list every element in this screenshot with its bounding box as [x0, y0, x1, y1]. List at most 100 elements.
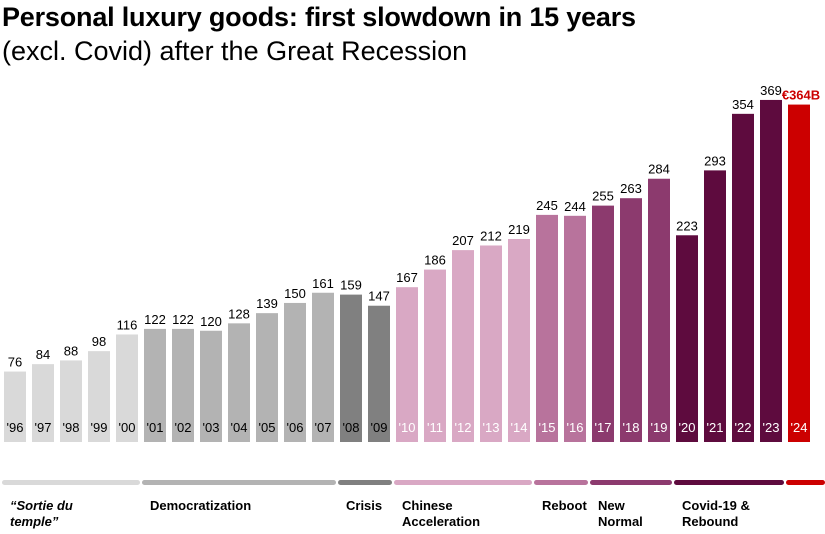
year-label: '14: [511, 420, 528, 435]
value-label: 150: [284, 286, 306, 301]
year-label: '23: [763, 420, 780, 435]
value-label: 369: [760, 83, 782, 98]
value-label: 116: [117, 317, 138, 332]
value-label: 159: [340, 278, 362, 293]
bar-97: [32, 364, 54, 442]
bar-07: [312, 292, 334, 442]
value-label: €364B: [782, 88, 820, 103]
bar-00: [116, 334, 138, 442]
year-label: '07: [315, 420, 332, 435]
phase-label: New: [598, 498, 626, 513]
chart-title: Personal luxury goods: first slowdown in…: [2, 2, 636, 32]
bar-14: [508, 238, 530, 442]
value-label: 207: [452, 233, 474, 248]
bar-99: [88, 351, 110, 442]
bar-04: [228, 323, 250, 442]
year-label: '02: [175, 420, 192, 435]
year-label: '03: [203, 420, 220, 435]
bar-13: [480, 245, 502, 442]
year-label: '04: [231, 420, 248, 435]
value-label: 244: [564, 199, 586, 214]
phase-label: Democratization: [150, 498, 251, 513]
year-label: '21: [707, 420, 724, 435]
phase-label: Acceleration: [402, 514, 480, 529]
value-label: 293: [704, 153, 726, 168]
year-label: '19: [651, 420, 668, 435]
bar-02: [172, 328, 194, 442]
year-label: '01: [147, 420, 164, 435]
value-label: 167: [396, 270, 418, 285]
year-label: '98: [63, 420, 80, 435]
value-label: 284: [648, 162, 670, 177]
phase-bar: [2, 480, 140, 485]
year-label: '16: [567, 420, 584, 435]
value-label: 354: [732, 97, 754, 112]
bar-10: [396, 287, 418, 442]
year-label: '06: [287, 420, 304, 435]
phase-label: Covid-19 &: [682, 498, 750, 513]
value-label: 128: [228, 306, 250, 321]
phase-label: Chinese: [402, 498, 453, 513]
bar-08: [340, 294, 362, 442]
year-label: '10: [399, 420, 416, 435]
bar-98: [60, 360, 82, 442]
value-label: 219: [508, 222, 530, 237]
value-label: 139: [256, 296, 278, 311]
year-label: '18: [623, 420, 640, 435]
bar-21: [704, 170, 726, 442]
year-label: '00: [119, 420, 136, 435]
value-label: 122: [172, 312, 194, 327]
bar-05: [256, 313, 278, 442]
bar-22: [732, 113, 754, 442]
phase-label: “Sortie du: [10, 498, 73, 513]
bar-20: [676, 235, 698, 442]
year-label: '09: [371, 420, 388, 435]
phase-label: Crisis: [346, 498, 382, 513]
value-label: 122: [144, 312, 166, 327]
phase-bar: [534, 480, 588, 485]
year-label: '12: [455, 420, 472, 435]
value-label: 255: [592, 189, 614, 204]
value-label: 76: [8, 355, 22, 370]
value-label: 98: [92, 334, 106, 349]
value-label: 88: [64, 343, 78, 358]
value-label: 245: [536, 198, 558, 213]
bar-09: [368, 305, 390, 442]
phase-label: Reboot: [542, 498, 587, 513]
year-label: '97: [35, 420, 52, 435]
bar-24: [788, 104, 810, 443]
bar-12: [452, 250, 474, 442]
value-label: 223: [676, 218, 698, 233]
bar-17: [592, 205, 614, 442]
bar-11: [424, 269, 446, 442]
value-label: 147: [368, 289, 390, 304]
year-label: '20: [679, 420, 696, 435]
bar-06: [284, 302, 306, 442]
year-label: '96: [7, 420, 24, 435]
year-label: '13: [483, 420, 500, 435]
value-label: 120: [200, 314, 222, 329]
year-label: '08: [343, 420, 360, 435]
chart-subtitle: (excl. Covid) after the Great Recession: [2, 36, 468, 66]
year-label: '15: [539, 420, 556, 435]
bar-96: [4, 371, 26, 442]
phase-label: temple”: [10, 514, 59, 529]
year-label: '11: [427, 420, 443, 435]
bar-16: [564, 215, 586, 442]
value-label: 186: [424, 253, 446, 268]
value-label: 212: [480, 228, 502, 243]
phase-bar: [590, 480, 672, 485]
phase-bar: [786, 480, 825, 485]
value-label: 84: [36, 347, 50, 362]
phase-bar: [338, 480, 392, 485]
bar-18: [620, 198, 642, 442]
bar-23: [760, 99, 782, 442]
phase-bar: [394, 480, 532, 485]
year-label: '99: [91, 420, 108, 435]
bar-19: [648, 178, 670, 442]
phase-bar: [674, 480, 784, 485]
year-label: '22: [735, 420, 752, 435]
year-label: '05: [259, 420, 276, 435]
value-label: 263: [620, 181, 642, 196]
